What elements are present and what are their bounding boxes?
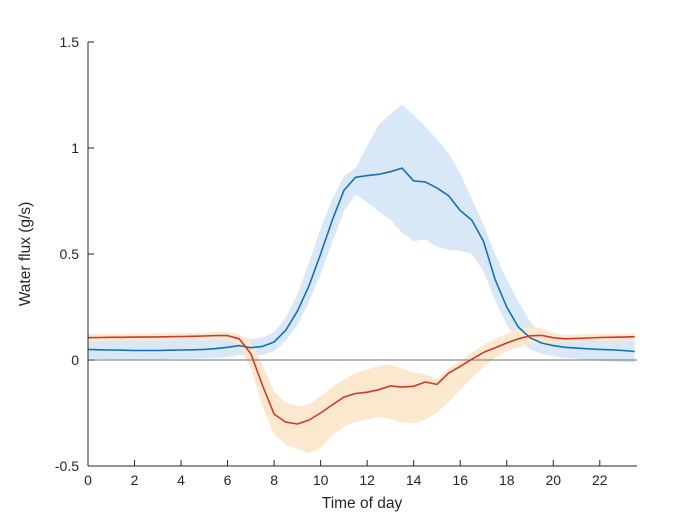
x-tick-label: 8 [270, 472, 278, 488]
y-axis-label: Water flux (g/s) [17, 202, 34, 307]
x-tick-label: 20 [545, 472, 561, 488]
x-tick-label: 22 [592, 472, 608, 488]
x-tick-label: 16 [452, 472, 468, 488]
x-tick-label: 14 [406, 472, 422, 488]
x-tick-label: 4 [177, 472, 185, 488]
plot-layers: 0 2 4 6 8 10 12 14 16 18 20 22 -0.5 0 0.5 1 1.5 [55, 34, 637, 488]
x-tick-label: 10 [313, 472, 329, 488]
red-flux-line [87, 334, 635, 425]
y-tick-label: 0.5 [60, 246, 80, 262]
x-axis-label: Time of day [322, 495, 403, 512]
x-tick-label: 12 [359, 472, 375, 488]
x-tick-label: 18 [499, 472, 515, 488]
x-tick-label: 0 [84, 472, 92, 488]
blue-flux-line [87, 167, 635, 353]
y-tick-label: 1.5 [60, 34, 80, 50]
y-tick-label: 1 [71, 140, 79, 156]
red-flux-band [88, 326, 635, 454]
x-tick-label: 6 [224, 472, 232, 488]
y-tick-label: -0.5 [55, 458, 79, 474]
x-tick-label: 2 [131, 472, 139, 488]
y-tick-label: 0 [71, 352, 79, 368]
blue-flux-band [88, 104, 635, 363]
